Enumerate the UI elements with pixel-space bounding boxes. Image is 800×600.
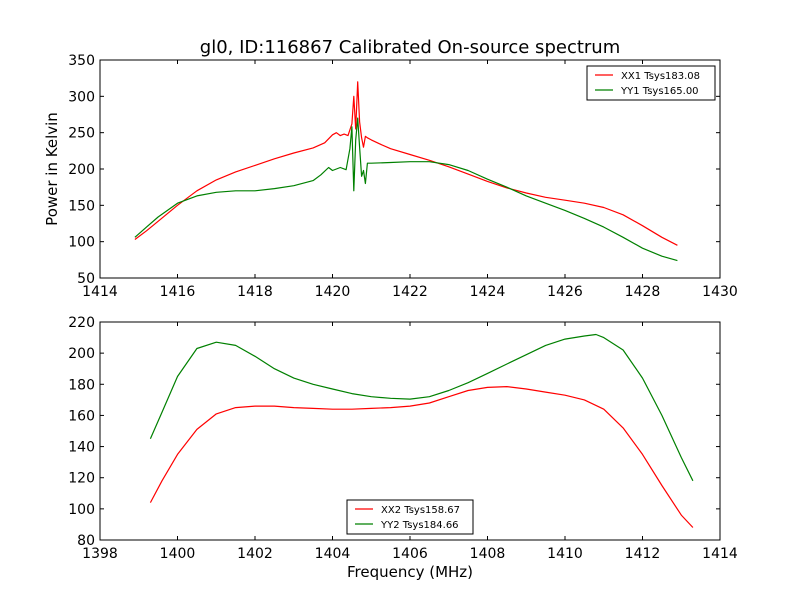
x-tick-label: 1404 [315,546,351,562]
series-line-1 [134,81,678,246]
x-tick-label: 1412 [625,546,661,562]
legend-entry: YY2 Tsys184.66 [380,520,459,531]
y-tick-label: 80 [77,533,95,549]
x-tick-label: 1400 [160,546,196,562]
series-line-2 [149,333,694,482]
y-tick-label: 120 [68,471,95,487]
series-line-2 [134,117,678,262]
x-tick-label: 1414 [82,284,118,300]
y-tick-label: 100 [68,502,95,518]
x-tick-label: 1408 [470,546,506,562]
x-tick-label: 1430 [702,284,738,300]
legend-entry: XX1 Tsys183.08 [621,71,700,82]
legend: XX2 Tsys158.67 YY2 Tsys184.66 [346,499,474,535]
x-tick-label: 1424 [470,284,506,300]
x-tick-label: 1406 [392,546,428,562]
bottom-panel: 1398 1400 1402 1404 1406 1408 1410 1412 1414 80 10… [68,315,738,562]
legend-box [346,499,474,535]
y-tick-label: 200 [68,162,95,178]
legend-entry: YY1 Tsys165.00 [620,86,699,97]
x-tick-label: 1418 [237,284,273,300]
x-tick-label: 1426 [547,284,583,300]
y-tick-label: 150 [68,198,95,214]
x-tick-label: 1420 [315,284,351,300]
x-tick-label: 1410 [547,546,583,562]
y-tick-label: 220 [68,315,95,331]
x-tick-label: 1402 [237,546,273,562]
legend-box [586,65,716,101]
x-tick-label: 1414 [702,546,738,562]
x-tick-label: 1422 [392,284,428,300]
y-axis-label: Power in Kelvin [43,112,61,226]
x-axis-label: Frequency (MHz) [347,563,473,581]
y-tick-label: 250 [68,126,95,142]
figure-title: gl0, ID:116867 Calibrated On-source spec… [200,37,620,58]
y-tick-label: 300 [68,89,95,105]
y-tick-label: 160 [68,408,95,424]
y-tick-label: 140 [68,440,95,456]
y-tick-label: 350 [68,53,95,69]
top-panel: 1414 1416 1418 1420 1422 1424 1426 1428 1430 50 10… [43,53,738,300]
y-tick-label: 50 [77,271,95,287]
legend-entry: XX2 Tsys158.67 [381,505,460,516]
y-tick-label: 200 [68,346,95,362]
x-tick-label: 1416 [160,284,196,300]
legend: XX1 Tsys183.08 YY1 Tsys165.00 [586,65,716,101]
x-tick-label: 1428 [625,284,661,300]
series-line-1 [149,386,694,528]
y-tick-label: 100 [68,235,95,251]
y-tick-label: 180 [68,377,95,393]
x-tick-label: 1398 [82,546,118,562]
